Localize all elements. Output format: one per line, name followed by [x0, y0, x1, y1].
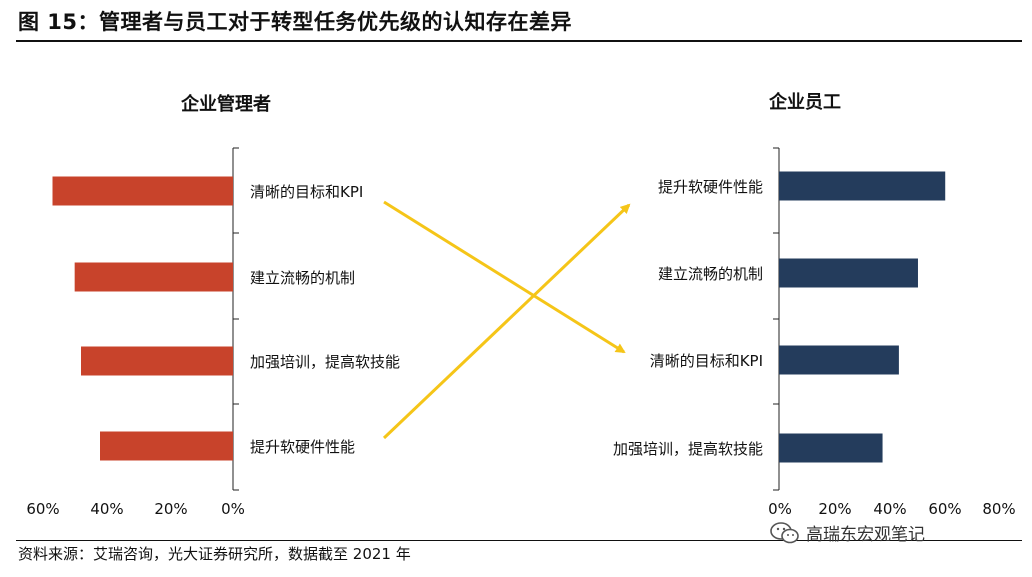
right-category-label-0: 提升软硬件性能 [658, 178, 763, 196]
arrow-kpi-to-kpi [383, 200, 626, 354]
left-x-tick-label-2: 20% [154, 500, 187, 518]
figure-title: 图 15：管理者与员工对于转型任务优先级的认知存在差异 [18, 10, 573, 34]
left-bar-3 [100, 431, 233, 461]
right-x-tick-label-1: 20% [818, 500, 851, 518]
right-category-label-2: 清晰的目标和KPI [650, 352, 763, 370]
watermark: 高瑞东宏观笔记 [770, 520, 925, 545]
right-x-tick-label-2: 40% [873, 500, 906, 518]
left-category-label-1: 建立流畅的机制 [250, 269, 355, 287]
left-bar-1 [74, 262, 234, 292]
right-bar-1 [779, 258, 918, 288]
left-category-label-3: 提升软硬件性能 [250, 438, 355, 456]
right-category-label-3: 加强培训，提高软技能 [613, 440, 763, 458]
footer-rule [16, 540, 1022, 541]
right-panel-title: 企业员工 [768, 91, 841, 113]
source-note: 资料来源：艾瑞咨询，光大证券研究所，数据截至 2021 年 [18, 545, 411, 563]
wechat-icon [770, 521, 799, 543]
left-category-label-2: 加强培训，提高软技能 [250, 353, 400, 371]
arrow-hardware-to-hardware [382, 203, 631, 440]
right-x-tick-label-4: 80% [982, 500, 1015, 518]
right-bar-0 [779, 171, 946, 201]
right-bar-2 [779, 345, 899, 375]
watermark-text: 高瑞东宏观笔记 [806, 525, 925, 545]
right-category-label-1: 建立流畅的机制 [658, 265, 763, 283]
right-bar-3 [779, 433, 883, 463]
right-x-tick-label-3: 60% [928, 500, 961, 518]
left-category-label-0: 清晰的目标和KPI [250, 183, 363, 201]
right-x-tick-label-0: 0% [768, 500, 792, 518]
left-bar-0 [52, 176, 233, 206]
title-rule [16, 40, 1022, 42]
left-x-tick-label-3: 0% [221, 500, 245, 518]
left-x-tick-label-1: 40% [90, 500, 123, 518]
left-x-tick-label-0: 60% [26, 500, 59, 518]
left-panel-title: 企业管理者 [180, 93, 271, 115]
left-bar-2 [81, 346, 233, 376]
